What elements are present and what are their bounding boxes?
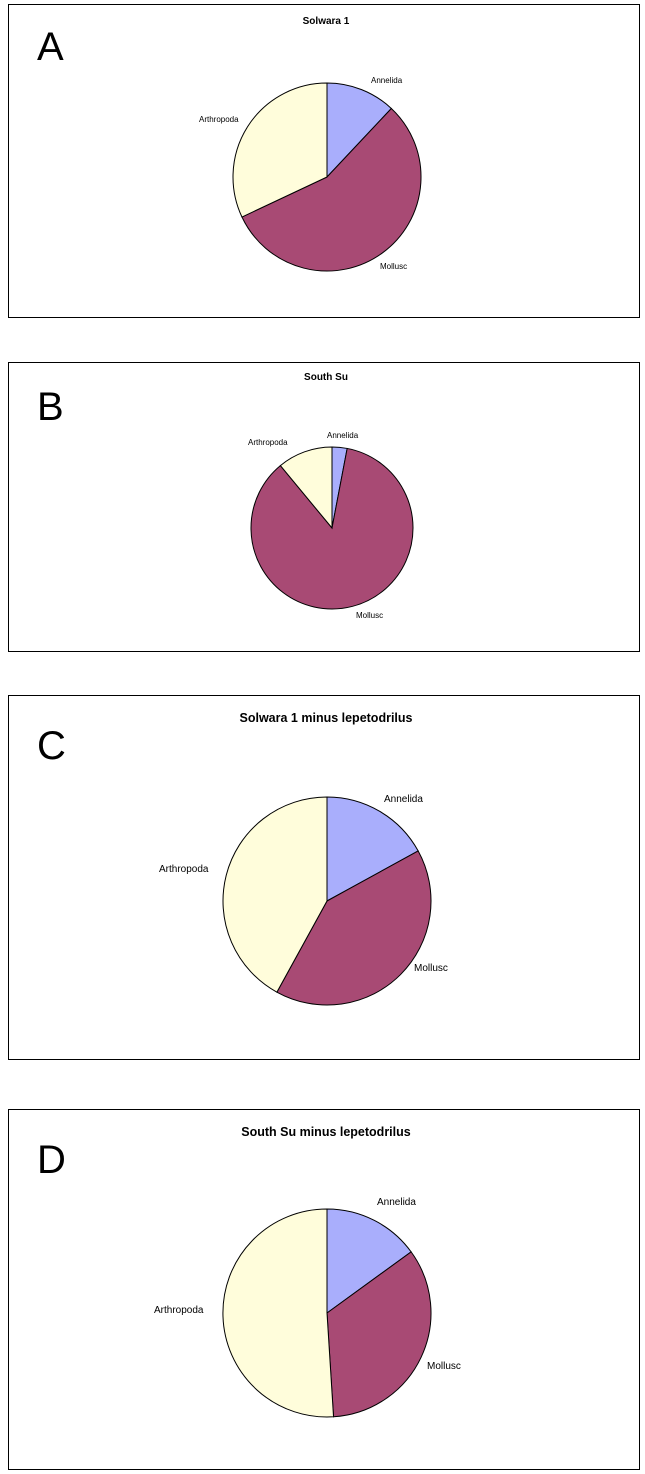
pie-slice-annelida xyxy=(326,796,419,902)
slice-label-annelida: Annelida xyxy=(384,794,423,805)
chart-title: South Su xyxy=(304,372,348,383)
pie-slice-arthropoda xyxy=(232,82,328,218)
slice-label-arthropoda: Arthropoda xyxy=(159,864,209,875)
pie-slices xyxy=(250,446,414,610)
chart-panel-d: D South Su minus lepetodrilus Annelida M… xyxy=(8,1109,640,1470)
pie-chart-c: C Solwara 1 minus lepetodrilus Annelida … xyxy=(37,711,448,1006)
slice-labels: Annelida Mollusc Arthropoda xyxy=(154,1197,461,1372)
chart-title: South Su minus lepetodrilus xyxy=(241,1125,411,1139)
chart-title: Solwara 1 minus lepetodrilus xyxy=(240,711,413,725)
pie-slices xyxy=(222,796,432,1006)
panel-letter: D xyxy=(37,1138,66,1182)
panel-letter: B xyxy=(37,385,64,429)
chart-panel-a: A Solwara 1 Annelida Mollusc Arthropoda xyxy=(8,4,640,318)
chart-panel-c: C Solwara 1 minus lepetodrilus Annelida … xyxy=(8,695,640,1060)
slice-label-mollusc: Mollusc xyxy=(414,963,448,974)
pie-slice-annelida xyxy=(326,82,393,179)
slice-label-annelida: Annelida xyxy=(327,431,359,440)
slice-label-annelida: Annelida xyxy=(377,1197,416,1208)
pie-chart-a: A Solwara 1 Annelida Mollusc Arthropoda xyxy=(37,16,422,272)
pie-slice-arthropoda xyxy=(222,796,328,993)
chart-title: Solwara 1 xyxy=(303,16,350,27)
pie-slice-arthropoda xyxy=(222,1208,335,1418)
panel-letter: A xyxy=(37,25,64,69)
pie-slices xyxy=(222,1208,432,1418)
slice-labels: Annelida Mollusc Arthropoda xyxy=(159,794,448,974)
pie-slice-annelida xyxy=(326,1208,412,1314)
slice-label-mollusc: Mollusc xyxy=(356,611,383,620)
panel-letter: C xyxy=(37,724,66,768)
pie-chart-b: B South Su Annelida Mollusc Arthropoda xyxy=(37,372,414,620)
pie-slice-mollusc xyxy=(241,107,422,272)
slice-labels: Annelida Mollusc Arthropoda xyxy=(248,431,383,620)
pie-slice-mollusc xyxy=(276,850,432,1006)
slice-label-annelida: Annelida xyxy=(371,76,403,85)
slice-label-arthropoda: Arthropoda xyxy=(248,438,288,447)
slice-label-mollusc: Mollusc xyxy=(427,1361,461,1372)
slice-label-arthropoda: Arthropoda xyxy=(199,115,239,124)
pie-chart-d: D South Su minus lepetodrilus Annelida M… xyxy=(37,1125,461,1418)
pie-slice-arthropoda xyxy=(279,446,333,530)
slice-label-mollusc: Mollusc xyxy=(380,262,407,271)
chart-panel-b: B South Su Annelida Mollusc Arthropoda xyxy=(8,362,640,652)
slice-label-arthropoda: Arthropoda xyxy=(154,1305,204,1316)
pie-slices xyxy=(232,82,422,272)
slice-labels: Annelida Mollusc Arthropoda xyxy=(199,76,407,271)
pie-slice-mollusc xyxy=(326,1251,432,1418)
